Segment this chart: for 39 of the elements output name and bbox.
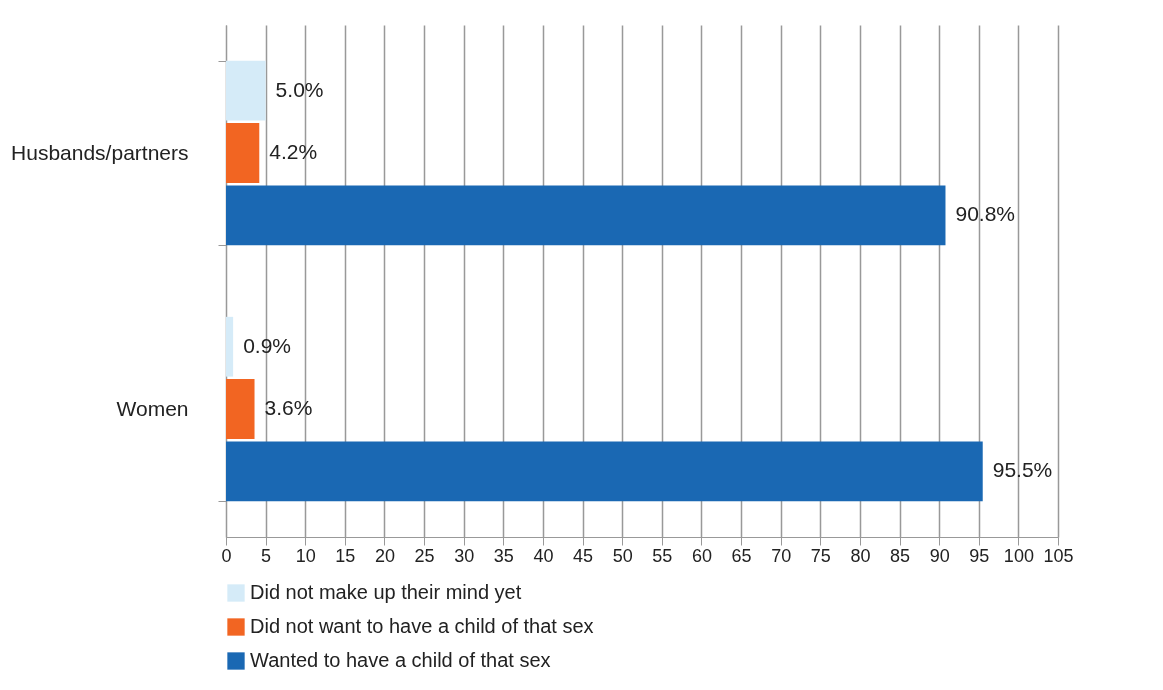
- legend-label: Did not want to have a child of that sex: [250, 615, 594, 637]
- x-tick-label: 100: [1003, 545, 1034, 566]
- x-tick-label: 5: [261, 545, 272, 566]
- bar: [226, 441, 983, 502]
- x-tick-label: 55: [652, 545, 673, 566]
- bar: [226, 185, 946, 246]
- x-tick-label: 10: [295, 545, 316, 566]
- x-tick-label: 20: [374, 545, 395, 566]
- bar: [226, 316, 234, 377]
- x-tick-label: 50: [612, 545, 633, 566]
- data-label: 3.6%: [264, 396, 313, 419]
- x-tick-label: 65: [731, 545, 752, 566]
- x-tick-label: 60: [691, 545, 712, 566]
- bar: [226, 60, 266, 121]
- x-tick-label: 15: [335, 545, 356, 566]
- data-label: 0.9%: [243, 333, 292, 357]
- x-tick-label: 45: [573, 545, 594, 566]
- bar: [226, 379, 255, 439]
- y-tick-label: Women: [116, 396, 189, 420]
- data-label: 4.2%: [269, 140, 318, 163]
- legend-label: Wanted to have a child of that sex: [250, 649, 551, 671]
- x-tick-label: 0: [221, 545, 232, 566]
- x-tick-label: 40: [533, 545, 554, 566]
- x-tick-label: 35: [493, 545, 514, 566]
- data-label: 90.8%: [955, 202, 1016, 226]
- x-tick-label: 90: [929, 545, 950, 566]
- x-tick-label: 105: [1043, 545, 1074, 566]
- legend-label: Did not make up their mind yet: [250, 581, 522, 603]
- x-tick-label: 80: [850, 545, 871, 566]
- data-label: 5.0%: [275, 77, 324, 101]
- y-tick-label: Husbands/partners: [11, 140, 189, 164]
- x-tick-label: 25: [414, 545, 435, 566]
- bar: [226, 123, 260, 183]
- x-tick-label: 70: [771, 545, 792, 566]
- x-tick-label: 85: [890, 545, 911, 566]
- x-tick-label: 30: [454, 545, 475, 566]
- x-tick-label: 75: [810, 545, 831, 566]
- data-label: 95.5%: [992, 458, 1053, 482]
- x-tick-label: 95: [969, 545, 990, 566]
